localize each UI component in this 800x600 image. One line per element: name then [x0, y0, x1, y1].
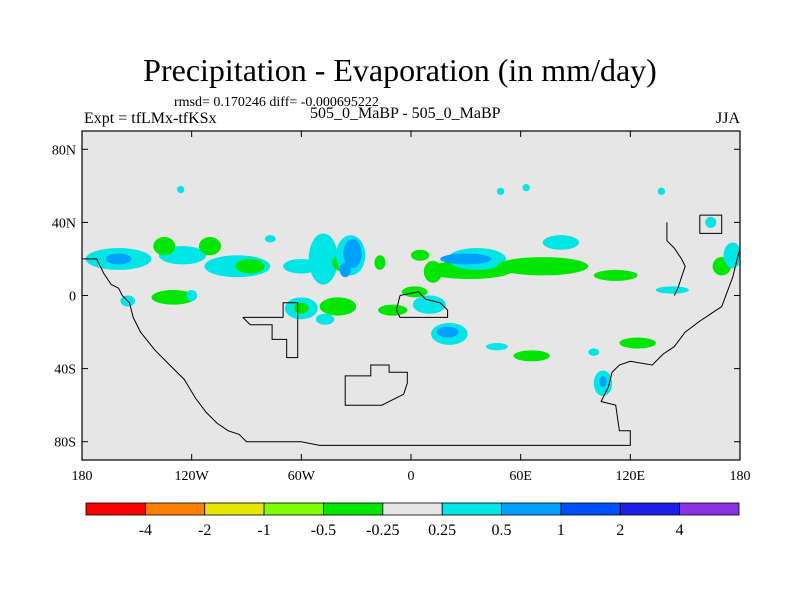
colorbar-box-6 [441, 502, 502, 516]
y-tick-label-2: 0 [69, 290, 76, 305]
contour-region-12 [339, 262, 351, 278]
colorbar-box-0 [85, 502, 146, 516]
colorbar: -4 -2 -1 -0.5 -0.25 0.25 0.5 1 2 4 [85, 502, 740, 539]
colorbar-box-7 [501, 502, 562, 516]
x-tick-label-2: 60W [288, 469, 316, 484]
coastline-3 [395, 291, 449, 318]
x-tick-label-3: 0 [408, 469, 415, 484]
contour-region-33 [401, 286, 428, 298]
contour-region-27 [186, 290, 198, 301]
colorbar-box-5 [382, 502, 443, 516]
experiment-label: Expt = tfLMx-tfKSx [84, 110, 217, 127]
coastline-5 [699, 214, 723, 234]
contour-region-39 [619, 337, 656, 349]
contour-region-21 [593, 269, 638, 281]
contour-region-3 [153, 237, 176, 256]
case-label: 505_0_MaBP - 505_0_MaBP [310, 105, 501, 122]
y-tick-label-4: 80S [54, 436, 76, 451]
contour-region-25 [151, 290, 196, 305]
contour-region-8 [308, 233, 338, 285]
colorbar-box-2 [204, 502, 265, 516]
colorbar-box-9 [619, 502, 681, 516]
colorbar-label-3: -0.5 [311, 522, 336, 539]
colorbar-label-6: 0.5 [492, 522, 512, 539]
contour-region-18 [440, 253, 492, 265]
contour-region-48 [588, 348, 600, 356]
colorbar-label-8: 2 [616, 522, 624, 539]
contour-region-31 [315, 313, 335, 325]
colorbar-label-4: -0.25 [366, 522, 399, 539]
contour-region-36 [436, 326, 459, 338]
coastline-1 [242, 302, 299, 359]
colorbar-label-7: 1 [557, 522, 565, 539]
x-tick-label-6: 180 [730, 469, 751, 484]
contour-region-44 [657, 187, 666, 195]
x-tick-label-5: 120E [616, 469, 646, 484]
colorbar-label-5: 0.25 [428, 522, 456, 539]
colorbar-label-1: -2 [198, 522, 211, 539]
colorbar-box-10 [679, 502, 740, 516]
contour-region-32 [378, 304, 408, 316]
x-tick-label-1: 120W [175, 469, 210, 484]
contour-region-13 [374, 255, 386, 270]
x-tick-label-4: 60E [509, 469, 532, 484]
y-tick-label-0: 80N [52, 143, 76, 158]
chart-title: Precipitation - Evaporation (in mm/day) [143, 52, 657, 88]
season-label: JJA [716, 110, 741, 127]
contour-region-34 [412, 295, 446, 314]
contour-region-19 [496, 257, 589, 276]
contour-region-24 [655, 286, 689, 294]
contour-region-30 [319, 297, 357, 316]
x-tick-label-0: 180 [72, 469, 93, 484]
contour-region-46 [264, 235, 276, 243]
colorbar-label-0: -4 [139, 522, 152, 539]
y-tick-label-1: 40N [52, 216, 76, 231]
contour-region-43 [522, 184, 530, 192]
contour-region-29 [294, 302, 309, 314]
contour-region-11 [343, 238, 362, 269]
contour-region-37 [485, 343, 508, 351]
stats-label: rmsd= 0.170246 diff= -0.000695222 [174, 95, 379, 110]
contour-region-42 [177, 185, 185, 194]
colorbar-label-9: 4 [676, 522, 684, 539]
contour-region-4 [198, 237, 221, 256]
y-axis: 80N 40N 0 40S 80S [52, 143, 740, 451]
contour-region-1 [105, 253, 132, 265]
contour-region-41 [599, 375, 607, 387]
contour-region-38 [513, 350, 550, 362]
coastlines [82, 214, 740, 446]
colorbar-box-4 [323, 502, 384, 516]
contour-region-23 [723, 242, 740, 269]
colorbar-box-1 [144, 502, 206, 516]
x-axis: 180 120W 60W 0 60E 120E 180 [72, 131, 751, 484]
coastline-2 [344, 364, 408, 406]
contour-region-47 [496, 187, 505, 195]
contour-region-20 [542, 235, 580, 250]
contour-region-6 [235, 258, 265, 274]
y-tick-label-3: 40S [54, 363, 76, 378]
contour-regions [85, 184, 740, 397]
colorbar-box-3 [263, 502, 324, 516]
contour-region-45 [705, 216, 717, 228]
colorbar-box-8 [560, 502, 621, 516]
coastline-0 [82, 247, 740, 446]
coastline-4 [666, 222, 686, 296]
contour-region-14 [411, 249, 430, 261]
colorbar-label-2: -1 [257, 522, 270, 539]
